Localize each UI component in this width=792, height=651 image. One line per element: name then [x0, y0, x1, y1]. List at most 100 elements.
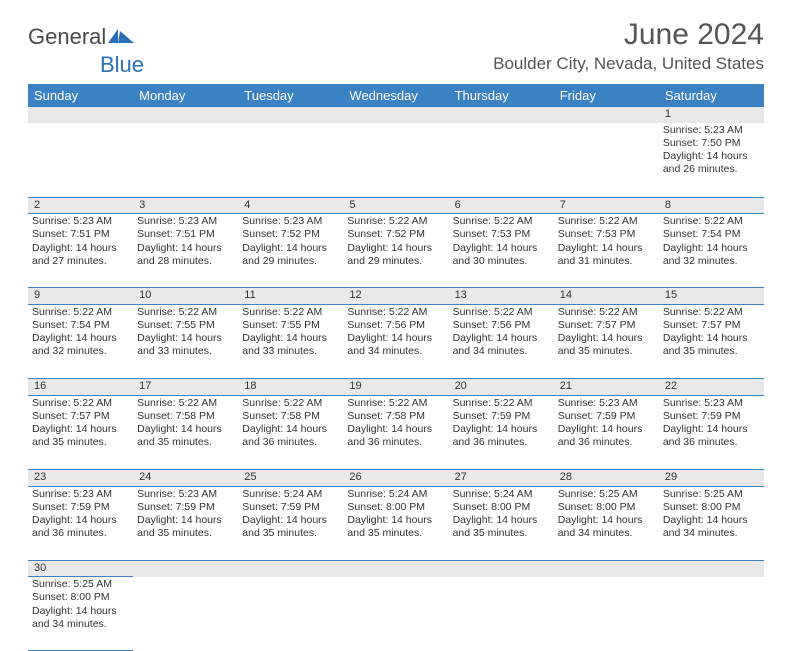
sunset-text: Sunset: 7:51 PM	[137, 228, 234, 241]
day-cell: Sunrise: 5:22 AMSunset: 7:54 PMDaylight:…	[28, 305, 133, 379]
day-number	[343, 107, 448, 123]
sunrise-text: Sunrise: 5:24 AM	[347, 488, 444, 501]
sunrise-text: Sunrise: 5:24 AM	[242, 488, 339, 501]
day-number: 18	[238, 379, 343, 396]
sunset-text: Sunset: 7:59 PM	[558, 410, 655, 423]
day-cell	[449, 123, 554, 197]
sunrise-text: Sunrise: 5:25 AM	[663, 488, 760, 501]
day-number: 21	[554, 379, 659, 396]
daynum-row: 30	[28, 560, 764, 577]
detail-row: Sunrise: 5:25 AMSunset: 8:00 PMDaylight:…	[28, 577, 764, 651]
sunrise-text: Sunrise: 5:22 AM	[347, 306, 444, 319]
sunrise-text: Sunrise: 5:22 AM	[242, 306, 339, 319]
sunset-text: Sunset: 7:57 PM	[558, 319, 655, 332]
sunrise-text: Sunrise: 5:23 AM	[32, 215, 129, 228]
daynum-row: 16171819202122	[28, 379, 764, 396]
day-cell	[554, 123, 659, 197]
daylight-text: Daylight: 14 hours and 35 minutes.	[663, 332, 760, 358]
daynum-row: 23242526272829	[28, 469, 764, 486]
day-number	[659, 560, 764, 577]
day-cell	[28, 123, 133, 197]
sunset-text: Sunset: 8:00 PM	[663, 501, 760, 514]
sunrise-text: Sunrise: 5:23 AM	[242, 215, 339, 228]
day-number: 16	[28, 379, 133, 396]
day-number	[449, 107, 554, 123]
sunset-text: Sunset: 7:58 PM	[347, 410, 444, 423]
day-header: Tuesday	[238, 84, 343, 107]
day-number: 6	[449, 197, 554, 214]
day-number	[554, 560, 659, 577]
daylight-text: Daylight: 14 hours and 34 minutes.	[663, 514, 760, 540]
day-number: 11	[238, 288, 343, 305]
sunset-text: Sunset: 8:00 PM	[453, 501, 550, 514]
daylight-text: Daylight: 14 hours and 31 minutes.	[558, 242, 655, 268]
sunset-text: Sunset: 7:58 PM	[137, 410, 234, 423]
day-cell	[133, 123, 238, 197]
day-cell: Sunrise: 5:25 AMSunset: 8:00 PMDaylight:…	[659, 486, 764, 560]
daylight-text: Daylight: 14 hours and 35 minutes.	[32, 423, 129, 449]
sunset-text: Sunset: 7:55 PM	[137, 319, 234, 332]
detail-row: Sunrise: 5:22 AMSunset: 7:54 PMDaylight:…	[28, 305, 764, 379]
sunrise-text: Sunrise: 5:25 AM	[32, 578, 129, 591]
day-cell: Sunrise: 5:23 AMSunset: 7:59 PMDaylight:…	[28, 486, 133, 560]
daylight-text: Daylight: 14 hours and 34 minutes.	[558, 514, 655, 540]
day-number: 10	[133, 288, 238, 305]
day-number: 2	[28, 197, 133, 214]
day-header: Wednesday	[343, 84, 448, 107]
sunset-text: Sunset: 7:59 PM	[453, 410, 550, 423]
day-number: 17	[133, 379, 238, 396]
day-number: 28	[554, 469, 659, 486]
detail-row: Sunrise: 5:22 AMSunset: 7:57 PMDaylight:…	[28, 395, 764, 469]
day-cell: Sunrise: 5:22 AMSunset: 7:56 PMDaylight:…	[449, 305, 554, 379]
sunrise-text: Sunrise: 5:24 AM	[453, 488, 550, 501]
day-number: 14	[554, 288, 659, 305]
sunset-text: Sunset: 7:52 PM	[242, 228, 339, 241]
sunset-text: Sunset: 7:52 PM	[347, 228, 444, 241]
day-number: 15	[659, 288, 764, 305]
sunrise-text: Sunrise: 5:22 AM	[32, 397, 129, 410]
day-number	[133, 560, 238, 577]
sunrise-text: Sunrise: 5:23 AM	[663, 124, 760, 137]
day-cell: Sunrise: 5:22 AMSunset: 7:52 PMDaylight:…	[343, 214, 448, 288]
daylight-text: Daylight: 14 hours and 35 minutes.	[453, 514, 550, 540]
calendar-table: SundayMondayTuesdayWednesdayThursdayFrid…	[28, 84, 764, 651]
sunrise-text: Sunrise: 5:23 AM	[137, 488, 234, 501]
daylight-text: Daylight: 14 hours and 32 minutes.	[32, 332, 129, 358]
day-number	[449, 560, 554, 577]
daylight-text: Daylight: 14 hours and 27 minutes.	[32, 242, 129, 268]
day-cell: Sunrise: 5:22 AMSunset: 7:57 PMDaylight:…	[554, 305, 659, 379]
detail-row: Sunrise: 5:23 AMSunset: 7:59 PMDaylight:…	[28, 486, 764, 560]
daylight-text: Daylight: 14 hours and 35 minutes.	[558, 332, 655, 358]
day-cell	[343, 123, 448, 197]
day-number	[133, 107, 238, 123]
day-cell	[133, 577, 238, 651]
day-cell	[238, 577, 343, 651]
daylight-text: Daylight: 14 hours and 36 minutes.	[347, 423, 444, 449]
daylight-text: Daylight: 14 hours and 29 minutes.	[347, 242, 444, 268]
day-cell: Sunrise: 5:24 AMSunset: 7:59 PMDaylight:…	[238, 486, 343, 560]
day-cell: Sunrise: 5:22 AMSunset: 7:58 PMDaylight:…	[343, 395, 448, 469]
day-number	[238, 107, 343, 123]
sunrise-text: Sunrise: 5:23 AM	[32, 488, 129, 501]
day-cell: Sunrise: 5:25 AMSunset: 8:00 PMDaylight:…	[554, 486, 659, 560]
daylight-text: Daylight: 14 hours and 36 minutes.	[242, 423, 339, 449]
day-number: 4	[238, 197, 343, 214]
daylight-text: Daylight: 14 hours and 36 minutes.	[663, 423, 760, 449]
sunrise-text: Sunrise: 5:22 AM	[453, 306, 550, 319]
day-header: Thursday	[449, 84, 554, 107]
sunset-text: Sunset: 8:00 PM	[32, 591, 129, 604]
sunrise-text: Sunrise: 5:23 AM	[663, 397, 760, 410]
day-cell: Sunrise: 5:23 AMSunset: 7:50 PMDaylight:…	[659, 123, 764, 197]
day-cell: Sunrise: 5:22 AMSunset: 7:53 PMDaylight:…	[449, 214, 554, 288]
daylight-text: Daylight: 14 hours and 35 minutes.	[137, 514, 234, 540]
sunrise-text: Sunrise: 5:22 AM	[137, 306, 234, 319]
sunset-text: Sunset: 7:54 PM	[32, 319, 129, 332]
sunset-text: Sunset: 7:56 PM	[347, 319, 444, 332]
day-number: 22	[659, 379, 764, 396]
day-number: 25	[238, 469, 343, 486]
daylight-text: Daylight: 14 hours and 34 minutes.	[347, 332, 444, 358]
logo: General	[28, 24, 136, 50]
sunrise-text: Sunrise: 5:22 AM	[663, 306, 760, 319]
day-number: 29	[659, 469, 764, 486]
daynum-row: 2345678	[28, 197, 764, 214]
